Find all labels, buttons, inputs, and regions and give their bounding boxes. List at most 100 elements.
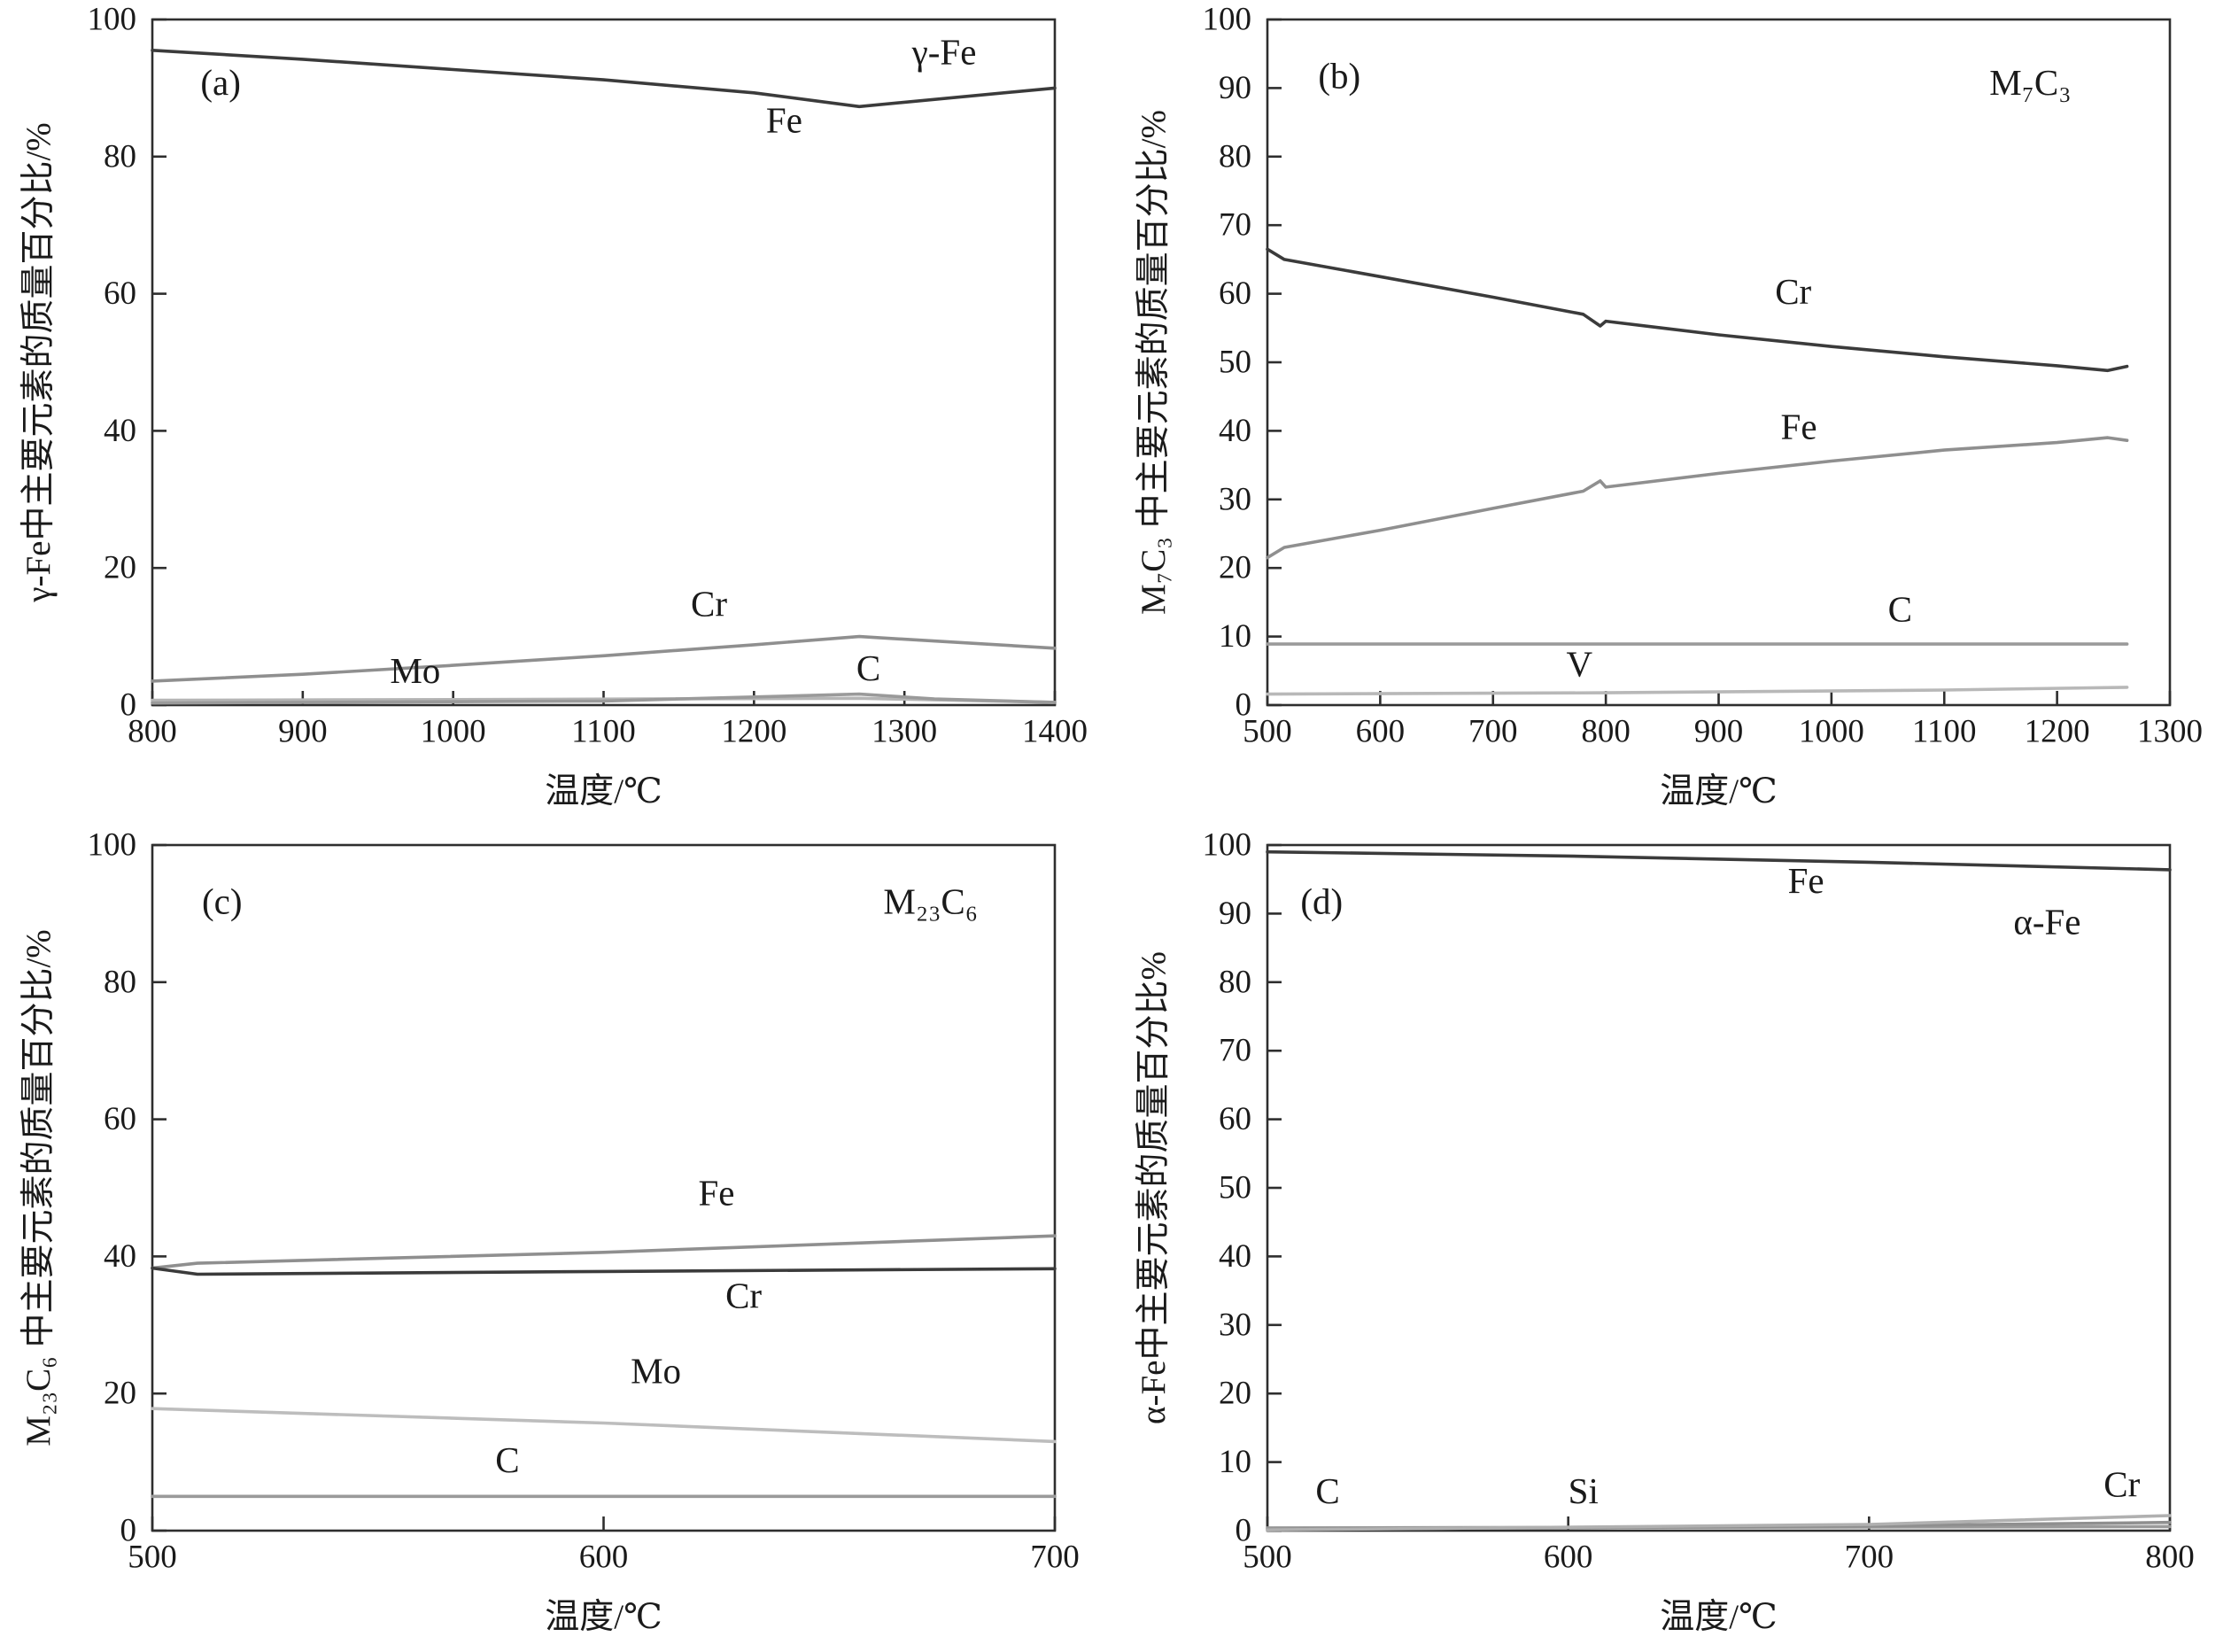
x-tick-label: 500 bbox=[128, 1540, 177, 1576]
x-tick-label: 700 bbox=[1030, 1540, 1080, 1576]
series-line-Cr bbox=[151, 1266, 1057, 1276]
series-line-Fe bbox=[1266, 436, 2129, 560]
x-tick-label: 1100 bbox=[571, 714, 636, 750]
y-tick-label: 60 bbox=[104, 275, 136, 312]
y-axis-title: M₇C₃ 中主要元素的质量百分比/% bbox=[1135, 110, 1173, 615]
y-tick-label: 100 bbox=[1203, 2, 1252, 38]
x-tick-label: 700 bbox=[1845, 1540, 1894, 1576]
x-tick-label: 600 bbox=[579, 1540, 629, 1576]
chart-panel-b: 500 600 700 800 900 1000 1100 1200 1300 0 10 20 30 40… bbox=[1115, 0, 2230, 826]
y-tick-label: 20 bbox=[1219, 1376, 1251, 1412]
chart-d-svg: 500 600 700 800 0 10 20 30 40 50 60 70 80 90 100 温度/℃ α-… bbox=[1135, 827, 2195, 1637]
annotation-label: M₂₃C₆ bbox=[883, 880, 978, 921]
plot-frame bbox=[1266, 18, 2172, 707]
series-line-Fe bbox=[1266, 849, 2172, 872]
annotation-label: Cr bbox=[1775, 271, 1811, 312]
y-tick-label: 40 bbox=[1219, 413, 1251, 449]
y-tick-label: 0 bbox=[1236, 687, 1252, 724]
annotation-label: C bbox=[495, 1439, 519, 1480]
y-tick-label: 100 bbox=[1203, 827, 1252, 864]
chart-panel-c: 500 600 700 0 20 40 60 80 100 温度/℃ M₂₃C₆ 中主要元素的质量百… bbox=[0, 826, 1115, 1651]
annotation-label: C bbox=[1888, 589, 1912, 630]
series-line-V bbox=[1266, 686, 2129, 696]
x-tick-label: 800 bbox=[128, 714, 177, 750]
y-tick-label: 60 bbox=[1219, 275, 1251, 312]
y-tick-label: 100 bbox=[88, 827, 137, 864]
series-line-Cr bbox=[151, 634, 1057, 683]
x-tick-label: 600 bbox=[1544, 1540, 1593, 1576]
annotation-label: Fe bbox=[766, 100, 802, 141]
y-tick-label: 80 bbox=[1219, 964, 1251, 1000]
y-tick-label: 80 bbox=[1219, 138, 1251, 175]
annotation-label: C bbox=[856, 648, 880, 688]
y-axis-title: γ-Fe中主要元素的质量百分比/% bbox=[19, 122, 58, 603]
x-axis-title: 温度/℃ bbox=[545, 1598, 662, 1636]
x-tick-label: 1300 bbox=[2137, 714, 2203, 750]
annotation-label: Fe bbox=[1788, 860, 1824, 901]
x-axis-title: 温度/℃ bbox=[1660, 772, 1777, 810]
y-tick-label: 20 bbox=[1219, 550, 1251, 586]
x-tick-label: 1200 bbox=[2025, 714, 2090, 750]
y-tick-label: 20 bbox=[104, 1376, 136, 1412]
x-tick-label: 600 bbox=[1356, 714, 1406, 750]
y-tick-label: 80 bbox=[104, 964, 136, 1000]
chart-a-svg: 800 900 1000 1100 1200 1300 1400 0 20 40 60 80 100 温度… bbox=[19, 2, 1088, 811]
annotation-label: γ-Fe bbox=[911, 31, 977, 72]
annotation-label: C bbox=[1315, 1470, 1339, 1511]
plot-frame bbox=[1266, 843, 2172, 1532]
x-tick-label: 900 bbox=[1694, 714, 1744, 750]
x-tick-label: 1000 bbox=[1799, 714, 1864, 750]
annotation-label: (b) bbox=[1318, 55, 1360, 96]
x-tick-label: 700 bbox=[1468, 714, 1518, 750]
series-line-Cr bbox=[1266, 247, 2129, 373]
y-tick-label: 40 bbox=[104, 413, 136, 449]
annotation-label: Cr bbox=[691, 583, 727, 624]
x-tick-label: 500 bbox=[1243, 1540, 1292, 1576]
annotation-label: Si bbox=[1569, 1470, 1599, 1511]
y-tick-label: 50 bbox=[1219, 345, 1251, 381]
annotation-label: (d) bbox=[1300, 880, 1343, 921]
x-tick-label: 1200 bbox=[721, 714, 786, 750]
annotation-label: Cr bbox=[2103, 1463, 2140, 1504]
y-tick-label: 0 bbox=[120, 687, 137, 724]
y-tick-label: 60 bbox=[1219, 1101, 1251, 1137]
y-tick-label: 80 bbox=[104, 138, 136, 175]
annotation-label: (c) bbox=[202, 880, 243, 921]
series-line-Mo bbox=[151, 1407, 1057, 1444]
x-tick-label: 800 bbox=[1581, 714, 1631, 750]
y-tick-label: 0 bbox=[1236, 1513, 1252, 1549]
y-tick-label: 20 bbox=[104, 550, 136, 586]
y-tick-label: 0 bbox=[120, 1513, 137, 1549]
y-tick-label: 40 bbox=[104, 1238, 136, 1275]
series-line-C bbox=[151, 692, 1057, 705]
annotation-label: Cr bbox=[725, 1275, 762, 1315]
series-line-Cr bbox=[1266, 1514, 2172, 1532]
chart-c-svg: 500 600 700 0 20 40 60 80 100 温度/℃ M₂₃C₆ 中主要元素的质量百… bbox=[19, 827, 1080, 1637]
x-tick-label: 500 bbox=[1243, 714, 1292, 750]
y-tick-label: 30 bbox=[1219, 481, 1251, 517]
y-tick-label: 100 bbox=[88, 2, 137, 38]
y-tick-label: 70 bbox=[1219, 1033, 1251, 1069]
x-tick-label: 1000 bbox=[421, 714, 486, 750]
series-line-Fe bbox=[151, 48, 1057, 109]
chart-panel-a: 800 900 1000 1100 1200 1300 1400 0 20 40 60 80 100 温度… bbox=[0, 0, 1115, 826]
annotation-label: Mo bbox=[390, 650, 440, 691]
annotation-label: Fe bbox=[1781, 407, 1817, 447]
y-tick-label: 40 bbox=[1219, 1238, 1251, 1275]
y-tick-label: 10 bbox=[1219, 618, 1251, 655]
plot-frame bbox=[151, 843, 1057, 1532]
x-axis-title: 温度/℃ bbox=[545, 772, 662, 810]
y-axis-title: M₂₃C₆ 中主要元素的质量百分比/% bbox=[19, 929, 58, 1446]
x-tick-label: 800 bbox=[2145, 1540, 2195, 1576]
y-tick-label: 90 bbox=[1219, 896, 1251, 932]
y-tick-label: 50 bbox=[1219, 1170, 1251, 1206]
y-axis-title: α-Fe中主要元素的质量百分比% bbox=[1135, 951, 1173, 1424]
series-line-Fe bbox=[151, 1234, 1057, 1270]
annotation-label: Fe bbox=[698, 1172, 734, 1213]
annotation-label: Mo bbox=[631, 1351, 681, 1392]
chart-b-svg: 500 600 700 800 900 1000 1100 1200 1300 0 10 20 30 40… bbox=[1135, 2, 2203, 811]
y-tick-label: 70 bbox=[1219, 207, 1251, 244]
annotation-label: (a) bbox=[200, 62, 241, 103]
x-tick-label: 900 bbox=[278, 714, 328, 750]
